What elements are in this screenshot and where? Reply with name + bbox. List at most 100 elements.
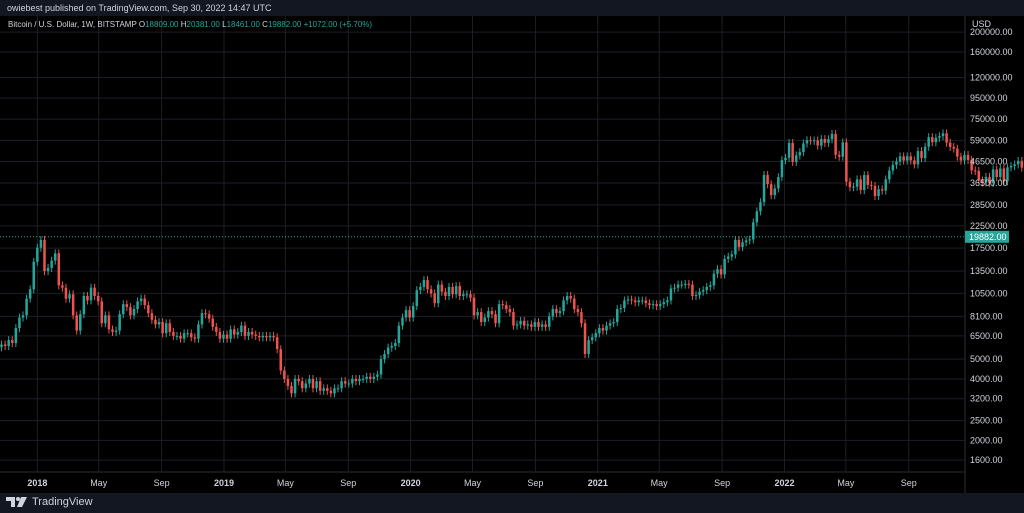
candle-body [82,295,86,315]
candle-body [959,156,963,161]
candle-body [909,156,913,161]
candle-body [200,313,204,325]
candle-body [837,154,841,157]
candle-body [945,133,948,143]
candle-body [39,239,43,248]
candle-body [250,331,254,335]
y-tick-label: 5000.00 [970,354,1003,364]
candle-body [376,374,379,377]
candle-body [734,239,737,255]
candle-body [752,222,755,240]
candle-body [490,311,494,315]
candle-body [25,298,28,316]
candle-body [419,286,422,291]
candle-body [794,155,798,162]
candle-body [172,331,175,336]
tradingview-brand[interactable]: TradingView [6,496,93,508]
candle-body [75,315,78,331]
candle-body [834,133,837,155]
candle-body [662,302,666,305]
candle-body [608,323,612,326]
candle-body [694,295,698,297]
candle-body [1013,164,1016,166]
symbol-title[interactable]: Bitcoin / U.S. Dollar, 1W, BITSTAMP [8,20,137,29]
price-chart[interactable]: 200000.00 160000.00 120000.00 95000.00 75000… [0,16,1024,493]
candle-body [820,139,823,146]
candle-body [0,344,3,348]
candle-body [68,294,71,299]
candle-body [329,390,333,394]
candle-body [440,284,444,292]
candle-body [190,333,193,338]
candle-body [598,328,601,334]
candle-body [934,137,938,143]
candle-body [780,160,784,178]
candle-body [977,170,981,181]
candle-body [798,152,802,156]
candle-body [283,370,286,379]
candle-body [121,304,125,315]
candle-body [429,289,433,294]
candle-body [143,298,146,306]
candle-body [884,179,887,191]
candle-body [827,139,830,143]
x-tick-label: May [837,478,855,488]
candle-body [777,177,780,189]
candle-body [150,313,154,320]
candle-body [254,334,257,336]
x-tick-label: 2019 [214,478,234,488]
publisher-info: owiebest published on TradingView.com, S… [7,3,272,13]
candle-body [1006,167,1009,182]
candle-body [633,300,637,303]
candle-body [426,280,429,290]
candle-body [161,322,164,334]
candle-body [716,269,719,274]
candle-body [236,331,240,335]
candle-body [816,140,819,146]
candle-body [508,309,512,313]
high-label: H [180,20,187,29]
candle-body [111,329,114,332]
candle-body [340,381,343,389]
y-tick-label: 28500.00 [970,200,1008,210]
candle-body [984,176,988,183]
candle-body [422,280,426,287]
candle-body [895,161,898,165]
x-tick-label: May [651,478,669,488]
candle-body [351,378,354,384]
candle-body [104,315,107,324]
candle-body [512,312,515,326]
candle-body [902,156,905,161]
candle-body [86,295,89,301]
open-value: 18809.00 [145,20,179,29]
candle-body [229,329,232,339]
candle-body [655,304,658,307]
candle-body [920,151,923,159]
candle-body [558,311,562,314]
y-tick-label: 22500.00 [970,221,1008,231]
candle-body [79,314,82,331]
candle-body [437,284,440,304]
candle-body [526,324,530,326]
candle-body [580,312,583,324]
candle-body [451,286,454,295]
candle-body [293,378,297,394]
candle-body [805,140,809,144]
close-value: 19882.00 [267,20,302,29]
candle-body [454,286,458,295]
candle-body [204,313,207,315]
candle-body [300,381,304,389]
candle-body [970,159,973,171]
candle-body [404,310,408,318]
candle-body [687,283,691,285]
candle-body [240,325,243,332]
candle-body [361,378,365,380]
candle-body [222,334,225,339]
candle-body [343,381,347,384]
candle-body [855,179,859,187]
candle-body [100,301,104,324]
candle-body [651,304,655,306]
candle-body [605,325,608,331]
candle-body [698,291,701,296]
y-tick-label: 13500.00 [970,266,1008,276]
